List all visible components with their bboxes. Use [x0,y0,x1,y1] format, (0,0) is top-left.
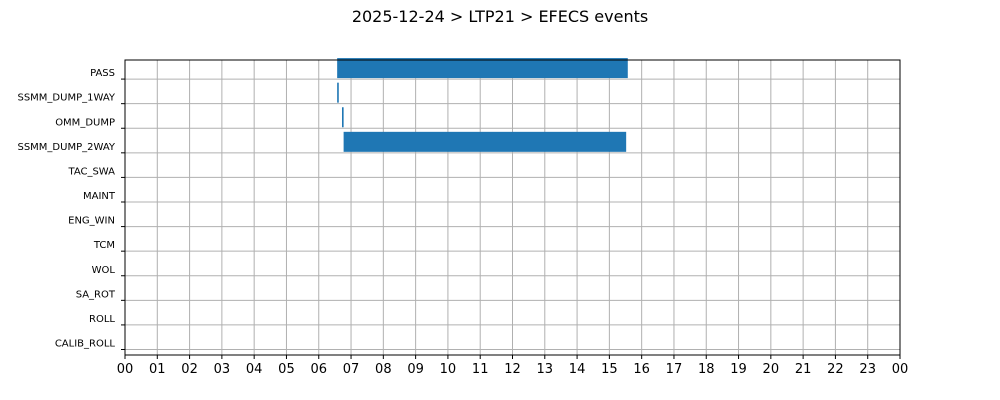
y-tick-label: MAINT [83,191,116,202]
y-tick-label: SSMM_DUMP_2WAY [17,142,115,153]
grid-lines [124,60,901,355]
y-tick-label: ENG_WIN [68,216,115,227]
x-tick-label: 20 [763,362,780,377]
y-tick-label: SSMM_DUMP_1WAY [17,93,115,104]
y-tick-label: TAC_SWA [67,166,115,177]
y-tick-label: PASS [90,68,115,79]
y-tick-label: OMM_DUMP [55,117,115,128]
x-tick-label: 12 [504,362,521,377]
x-tick-label: 13 [537,362,554,377]
event-bars [337,58,628,152]
x-tick-label: 14 [569,362,586,377]
x-tick-label: 08 [375,362,392,377]
x-tick-label: 11 [472,362,489,377]
x-tick-label: 01 [149,362,166,377]
chart-title: 2025-12-24 > LTP21 > EFECS events [352,7,648,26]
x-tick-label: 21 [795,362,812,377]
x-tick-label: 23 [859,362,876,377]
event-bar-omm-dump [342,107,344,128]
x-tick-label: 02 [181,362,198,377]
event-bar-ssmm-dump-2way [343,131,627,152]
y-axis: PASS SSMM_DUMP_1WAY OMM_DUMP SSMM_DUMP_2WAY… [17,68,125,350]
x-tick-label: 07 [343,362,360,377]
y-tick-label: WOL [92,265,116,276]
x-tick-label: 03 [214,362,231,377]
x-tick-label: 06 [310,362,327,377]
x-tick-label: 10 [440,362,457,377]
x-axis: 00 01 02 03 04 05 06 07 08 09 10 11 12 13 14 15 16 17 18 19… [117,355,909,377]
x-tick-label: 00 [892,362,909,377]
x-tick-label: 15 [601,362,618,377]
y-tick-label: SA_ROT [76,289,116,300]
y-tick-label: ROLL [89,314,115,325]
x-tick-label: 22 [827,362,844,377]
x-tick-label: 00 [117,362,134,377]
x-tick-label: 04 [246,362,263,377]
x-tick-label: 19 [730,362,747,377]
event-bar-pass [337,58,628,79]
y-tick-label: CALIB_ROLL [55,339,116,350]
y-tick-label: TCM [93,240,115,251]
x-tick-label: 09 [407,362,424,377]
x-tick-label: 16 [633,362,650,377]
x-tick-label: 05 [278,362,295,377]
event-bar-ssmm-dump-1way [337,82,339,103]
x-tick-label: 18 [698,362,715,377]
x-tick-label: 17 [666,362,683,377]
